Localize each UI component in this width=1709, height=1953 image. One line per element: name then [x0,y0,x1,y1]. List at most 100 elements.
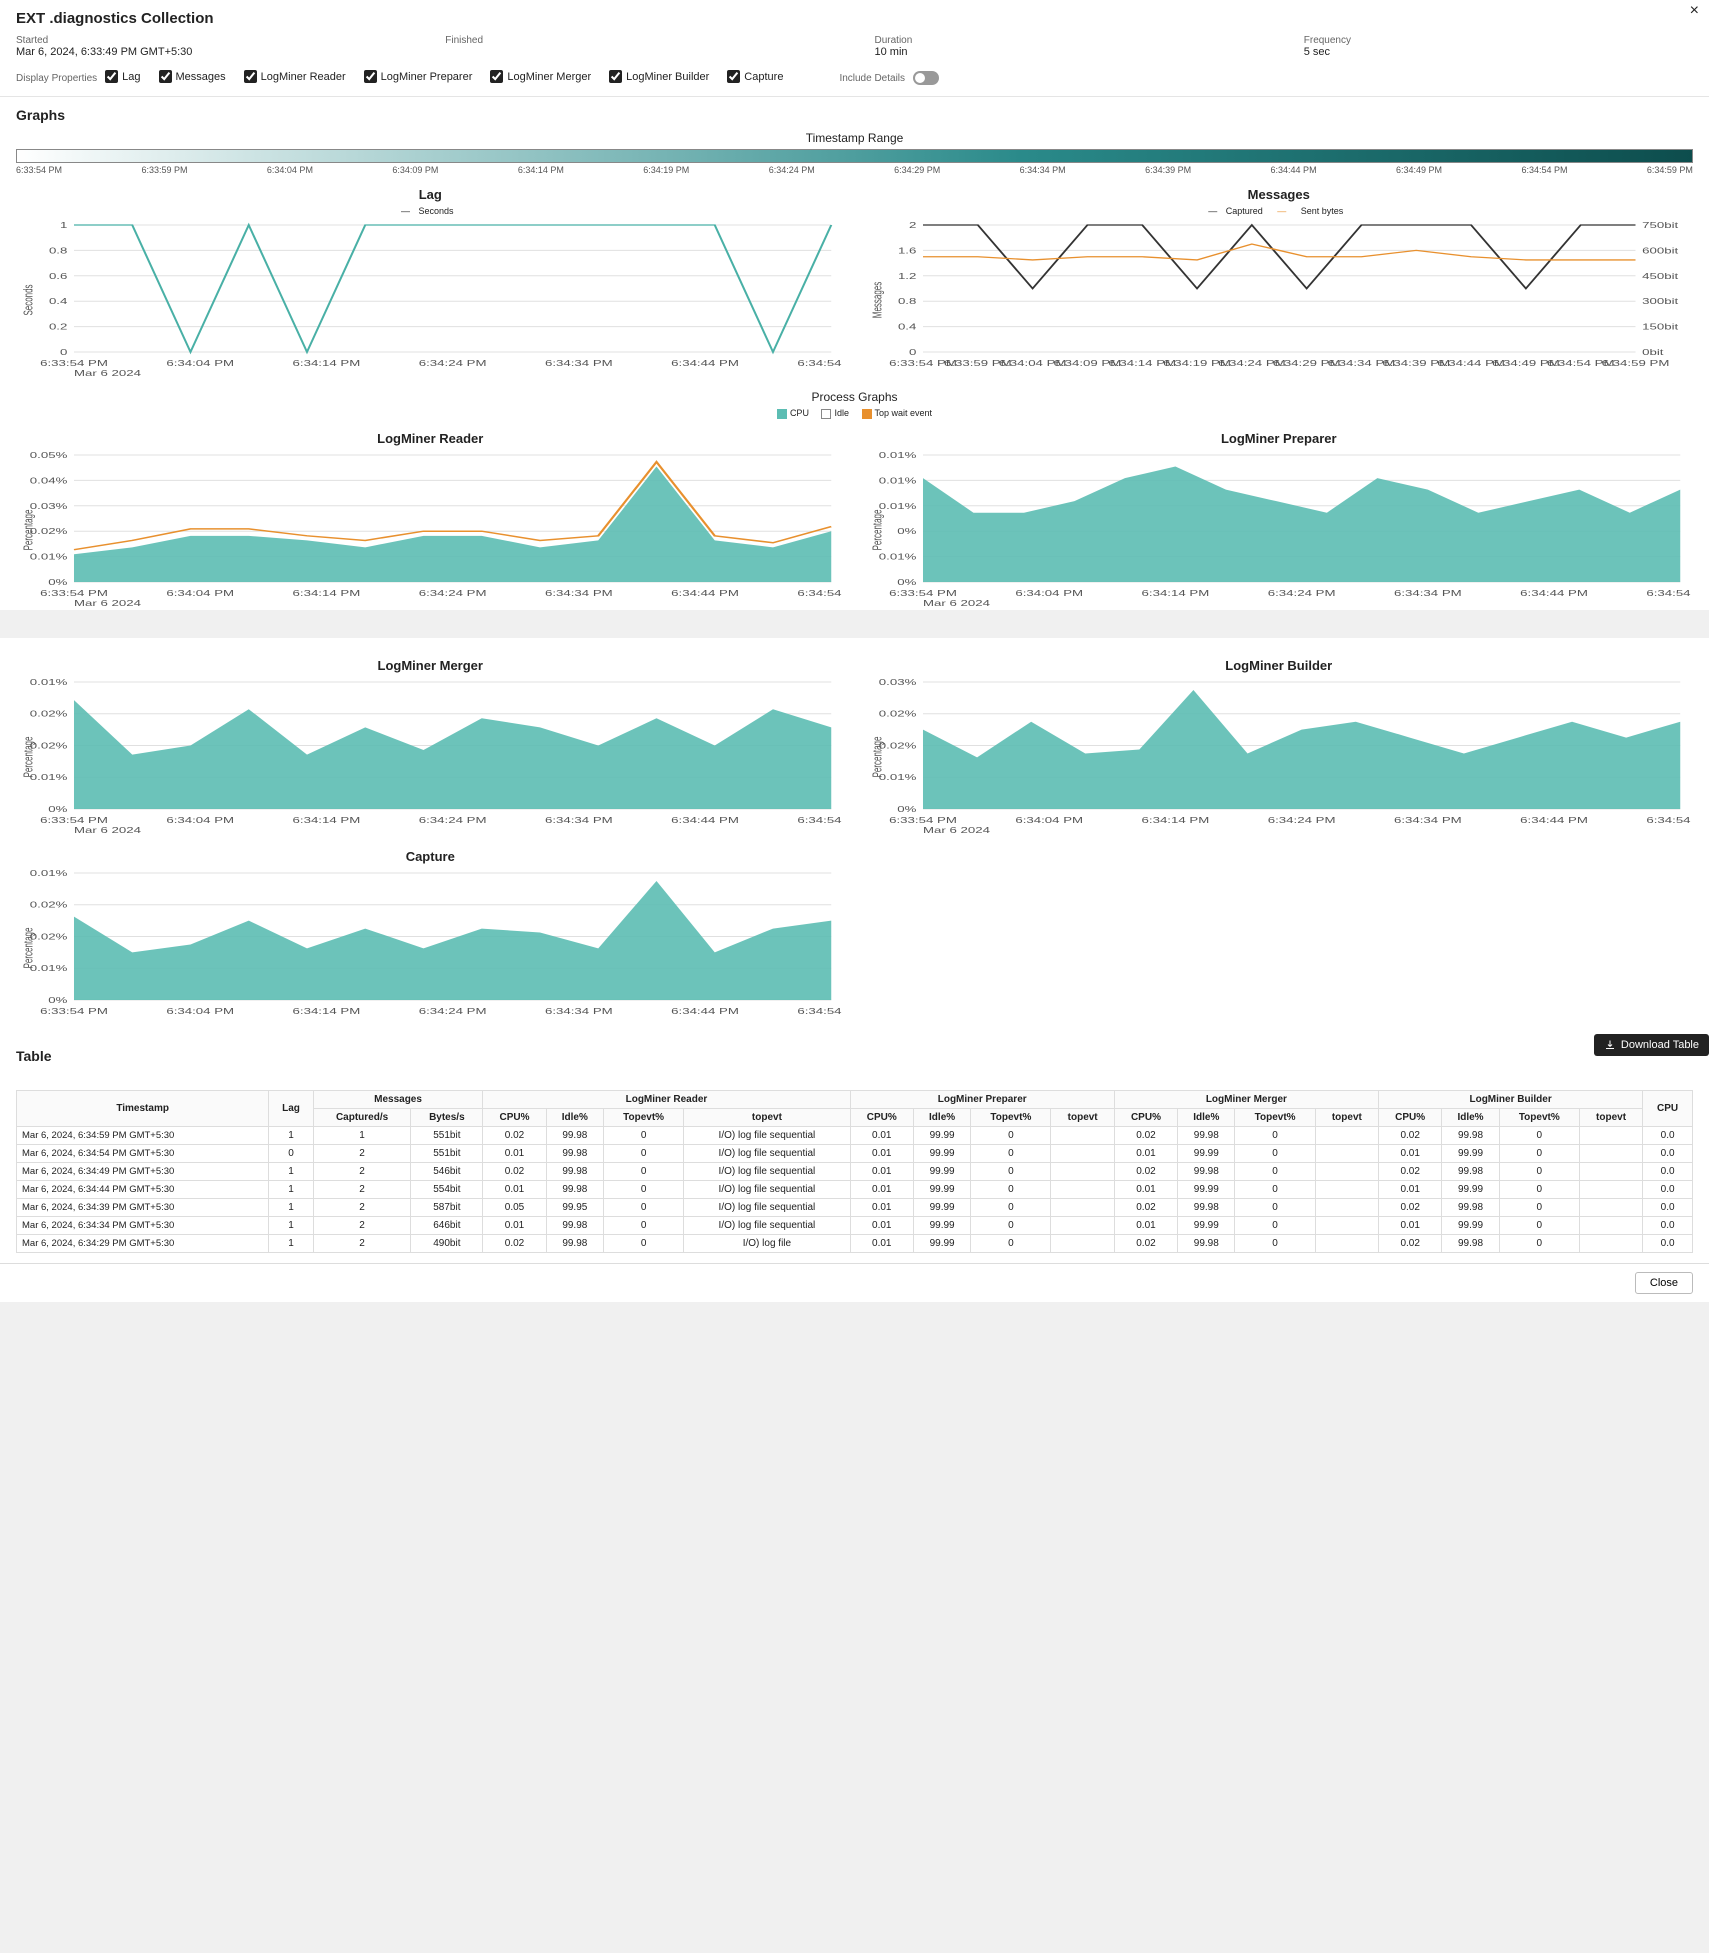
svg-text:6:33:54 PM: 6:33:54 PM [40,589,108,598]
svg-text:6:34:04 PM: 6:34:04 PM [166,359,234,368]
table-row: Mar 6, 2024, 6:34:39 PM GMT+5:3012587bit… [17,1198,1693,1216]
svg-text:6:34:14 PM: 6:34:14 PM [293,816,361,825]
svg-text:0.05%: 0.05% [30,451,68,460]
timestamp-range-ticks: 6:33:54 PM6:33:59 PM6:34:04 PM6:34:09 PM… [16,165,1693,175]
filter-messages[interactable]: Messages [159,70,226,83]
svg-text:0.01%: 0.01% [878,451,916,460]
svg-text:6:34:44 PM: 6:34:44 PM [671,589,739,598]
lag-chart-title: Lag [16,187,845,202]
table-row: Mar 6, 2024, 6:34:49 PM GMT+5:3012546bit… [17,1162,1693,1180]
svg-text:6:34:54 PM: 6:34:54 PM [1646,816,1693,825]
svg-text:6:34:54 PM: 6:34:54 PM [797,589,844,598]
svg-text:6:34:24 PM: 6:34:24 PM [419,816,487,825]
filter-logminer-preparer[interactable]: LogMiner Preparer [364,70,473,83]
svg-text:0.01%: 0.01% [30,553,68,562]
svg-text:0bit: 0bit [1642,348,1663,357]
svg-text:300bit: 300bit [1642,298,1678,307]
messages-chart-legend: — Captured — Sent bytes [865,206,1694,216]
filter-capture[interactable]: Capture [727,70,783,83]
svg-text:6:34:34 PM: 6:34:34 PM [1393,816,1461,825]
svg-text:6:34:59 PM: 6:34:59 PM [1601,359,1669,368]
svg-text:6:33:54 PM: 6:33:54 PM [889,589,957,598]
svg-text:0.02%: 0.02% [30,710,68,719]
preparer-chart-title: LogMiner Preparer [865,431,1694,446]
frequency-value: 5 sec [1304,46,1693,58]
svg-text:Percentage: Percentage [870,509,885,550]
svg-text:600bit: 600bit [1642,247,1678,256]
svg-text:0.4: 0.4 [49,298,67,307]
filter-logminer-builder[interactable]: LogMiner Builder [609,70,709,83]
download-icon [1604,1039,1616,1051]
svg-text:6:34:34 PM: 6:34:34 PM [545,359,613,368]
process-graphs-title: Process Graphs [16,390,1693,404]
svg-text:0.01%: 0.01% [30,678,68,687]
svg-text:0.02%: 0.02% [878,710,916,719]
download-table-button[interactable]: Download Table [1594,1034,1709,1056]
filter-logminer-reader[interactable]: LogMiner Reader [244,70,346,83]
svg-text:0%: 0% [897,805,916,814]
svg-text:6:34:24 PM: 6:34:24 PM [419,359,487,368]
capture-chart: 0%0.01%0.02%0.02%0.01%6:33:54 PM6:34:04 … [16,868,845,1028]
svg-text:6:34:54 PM: 6:34:54 PM [797,816,844,825]
lag-chart: 00.20.40.60.816:33:54 PM6:34:04 PM6:34:1… [16,220,845,380]
svg-text:0.6: 0.6 [49,272,67,281]
modal-title: EXT .diagnostics Collection [16,10,1693,27]
close-button[interactable]: Close [1635,1272,1693,1294]
svg-text:6:34:34 PM: 6:34:34 PM [545,1007,613,1016]
svg-text:0.01%: 0.01% [30,869,68,878]
duration-value: 10 min [875,46,1264,58]
timestamp-range-slider[interactable] [16,149,1693,163]
svg-text:6:34:34 PM: 6:34:34 PM [545,589,613,598]
svg-text:6:34:44 PM: 6:34:44 PM [671,1007,739,1016]
svg-text:6:34:14 PM: 6:34:14 PM [293,359,361,368]
builder-chart-title: LogMiner Builder [865,658,1694,673]
messages-chart-title: Messages [865,187,1694,202]
svg-text:6:34:24 PM: 6:34:24 PM [419,1007,487,1016]
close-icon[interactable]: × [1690,2,1699,20]
svg-text:Percentage: Percentage [22,927,37,968]
reader-chart-title: LogMiner Reader [16,431,845,446]
include-details-toggle[interactable] [913,71,939,85]
svg-text:6:34:04 PM: 6:34:04 PM [1015,589,1083,598]
svg-text:6:34:24 PM: 6:34:24 PM [1267,589,1335,598]
svg-text:Percentage: Percentage [22,736,37,777]
svg-text:Seconds: Seconds [22,284,37,315]
svg-text:0%: 0% [48,578,67,587]
filter-lag[interactable]: Lag [105,70,140,83]
frequency-label: Frequency [1304,35,1693,46]
preparer-chart: 0%0.01%0%0.01%0.01%0.01%6:33:54 PM6:34:0… [865,450,1694,610]
table-row: Mar 6, 2024, 6:34:34 PM GMT+5:3012646bit… [17,1216,1693,1234]
reader-chart: 0%0.01%0.02%0.03%0.04%0.05%6:33:54 PM6:3… [16,450,845,610]
svg-text:0.2: 0.2 [49,323,67,332]
svg-text:6:34:24 PM: 6:34:24 PM [1267,816,1335,825]
svg-text:6:34:04 PM: 6:34:04 PM [166,1007,234,1016]
svg-text:Mar 6 2024: Mar 6 2024 [74,369,141,378]
filter-logminer-merger[interactable]: LogMiner Merger [490,70,591,83]
finished-label: Finished [445,35,834,46]
svg-text:Percentage: Percentage [870,736,885,777]
svg-text:6:34:44 PM: 6:34:44 PM [1520,816,1588,825]
svg-text:Mar 6 2024: Mar 6 2024 [922,826,989,835]
table-title: Table [16,1048,1693,1064]
svg-text:0.8: 0.8 [49,247,67,256]
svg-text:6:34:24 PM: 6:34:24 PM [419,589,487,598]
started-value: Mar 6, 2024, 6:33:49 PM GMT+5:30 [16,46,405,58]
svg-text:0%: 0% [897,527,916,536]
svg-text:0: 0 [908,348,915,357]
svg-text:6:33:54 PM: 6:33:54 PM [889,816,957,825]
svg-text:Mar 6 2024: Mar 6 2024 [74,599,141,608]
table-row: Mar 6, 2024, 6:34:44 PM GMT+5:3012554bit… [17,1180,1693,1198]
filters-bar: Display Properties Lag Messages LogMiner… [0,66,1709,97]
display-properties-label: Display Properties [16,73,97,84]
svg-text:0.03%: 0.03% [878,678,916,687]
builder-chart: 0%0.01%0.02%0.02%0.03%6:33:54 PM6:34:04 … [865,677,1694,837]
svg-text:1.6: 1.6 [897,247,915,256]
merger-chart-title: LogMiner Merger [16,658,845,673]
svg-text:6:34:54 PM: 6:34:54 PM [1646,589,1693,598]
svg-text:6:34:34 PM: 6:34:34 PM [1393,589,1461,598]
diagnostics-table: TimestampLagMessagesLogMiner ReaderLogMi… [16,1090,1693,1253]
timestamp-range-title: Timestamp Range [16,131,1693,145]
svg-text:0.01%: 0.01% [878,476,916,485]
svg-text:150bit: 150bit [1642,323,1678,332]
svg-text:6:34:44 PM: 6:34:44 PM [671,816,739,825]
